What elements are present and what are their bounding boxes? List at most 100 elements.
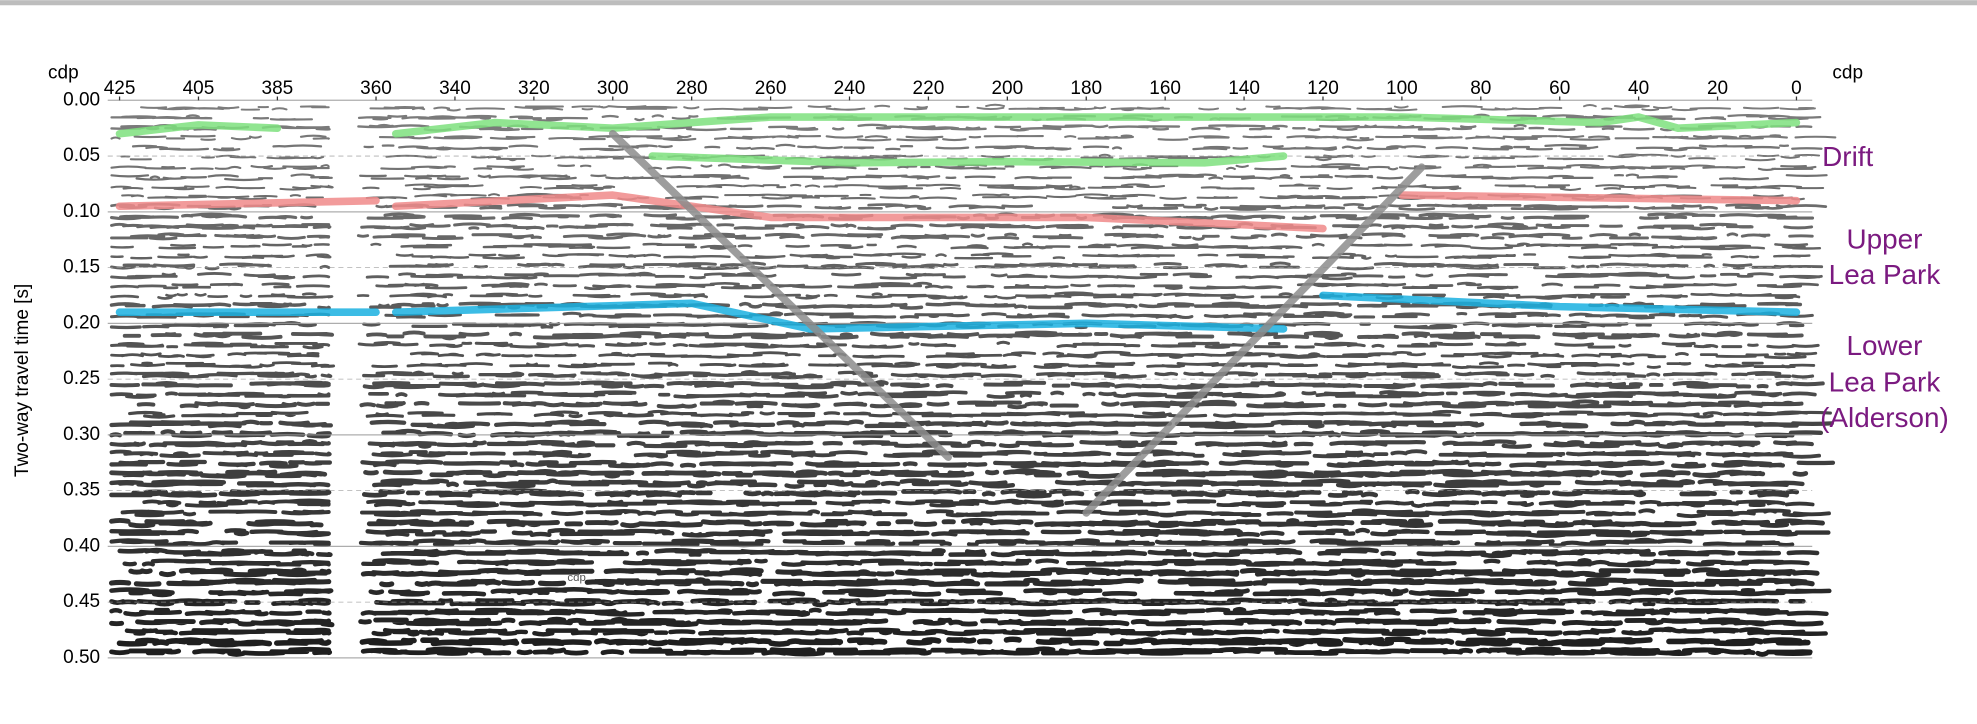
interval-label: Lea Park <box>1829 259 1941 290</box>
y-tick-label: 0.25 <box>63 368 100 389</box>
interval-label: Drift <box>1822 141 1873 172</box>
seismic-trace <box>110 163 1817 171</box>
x-tick-label: 425 <box>104 78 136 99</box>
y-tick-label: 0.05 <box>63 145 100 166</box>
seismic-trace <box>110 361 1816 369</box>
x-tick-label: 140 <box>1228 78 1260 99</box>
seismic-trace <box>110 183 1825 191</box>
seismic-trace <box>109 380 1825 390</box>
x-tick-label: 220 <box>913 78 945 99</box>
seismic-trace <box>109 438 1814 449</box>
x-tick-label: 180 <box>1070 78 1102 99</box>
x-tick-label: 60 <box>1549 78 1570 99</box>
seismic-trace <box>110 134 1837 142</box>
y-tick-label: 0.45 <box>63 591 100 612</box>
seismic-trace <box>136 399 1804 410</box>
seismic-trace <box>109 517 1825 529</box>
seismic-trace <box>110 232 1814 241</box>
x-tick-label: 340 <box>439 78 471 99</box>
seismic-trace <box>108 577 1815 588</box>
seismic-trace <box>109 468 1809 479</box>
x-tick-label: 40 <box>1628 78 1649 99</box>
y-tick-label: 0.15 <box>63 257 100 278</box>
y-tick-label: 0.00 <box>63 89 100 110</box>
x-tick-label: 20 <box>1707 78 1728 99</box>
seismic-trace <box>109 537 1795 548</box>
interval-label: Lower <box>1847 330 1923 361</box>
x-tick-label: 300 <box>597 78 629 99</box>
x-tick-label: 200 <box>991 78 1023 99</box>
x-tick-label: 260 <box>755 78 787 99</box>
y-tick-label: 0.40 <box>63 535 100 556</box>
x-tick-label: 320 <box>518 78 550 99</box>
y-tick-label: 0.30 <box>63 424 100 445</box>
seismic-trace <box>131 143 1823 152</box>
horizon-line <box>608 129 953 461</box>
seismic-trace <box>128 567 1820 578</box>
seismic-trace <box>109 527 1831 539</box>
seismic-trace <box>122 558 1810 568</box>
x-tick-label: 385 <box>262 78 294 99</box>
x-tick-label: 240 <box>834 78 866 99</box>
y-tick-label: 0.35 <box>63 480 100 501</box>
horizon-line <box>1082 163 1426 517</box>
horizon-line <box>115 196 380 211</box>
seismic-trace <box>110 281 1819 291</box>
seismic-trace <box>109 488 1800 499</box>
seismic-trace <box>110 242 1822 251</box>
seismic-trace <box>110 350 1818 360</box>
x-tick-label: 360 <box>360 78 392 99</box>
seismic-trace <box>120 508 1831 519</box>
seismic-traces <box>108 103 1837 657</box>
x-tick-label: 120 <box>1307 78 1339 99</box>
seismic-trace <box>109 478 1805 489</box>
x-tick-label: 100 <box>1386 78 1418 99</box>
horizon-line <box>391 191 1327 233</box>
horizon-line <box>391 113 1801 138</box>
seismic-trace <box>109 459 1836 469</box>
horizon-line <box>1398 191 1801 205</box>
seismic-trace <box>122 330 1804 341</box>
seismic-trace <box>110 291 1801 300</box>
interval-label: Lea Park <box>1829 367 1941 398</box>
seismic-trace <box>117 547 1820 559</box>
x-tick-label: 280 <box>676 78 708 99</box>
x-tick-label: 160 <box>1149 78 1181 99</box>
x-axis-label-left: cdp <box>48 63 79 84</box>
interval-label: (Alderson) <box>1820 402 1949 433</box>
inner-label: cdp <box>567 572 585 584</box>
y-tick-label: 0.50 <box>63 647 100 668</box>
horizon-line <box>648 152 1288 167</box>
seismic-trace <box>109 369 1815 380</box>
seismic-trace <box>109 586 1832 598</box>
seismic-trace <box>109 646 1813 657</box>
seismic-trace <box>109 419 1834 430</box>
horizon-line <box>1319 291 1801 316</box>
seismic-trace <box>109 449 1822 459</box>
y-tick-label: 0.10 <box>63 201 100 222</box>
seismic-trace <box>109 390 1817 399</box>
seismic-trace <box>140 103 1816 112</box>
seismic-trace <box>142 498 1815 509</box>
x-tick-label: 0 <box>1791 78 1802 99</box>
seismic-trace <box>110 271 1823 281</box>
horizon-line <box>115 121 282 138</box>
x-axis-label-right: cdp <box>1832 63 1863 84</box>
seismic-trace <box>110 222 1814 231</box>
seismic-trace <box>110 340 1820 350</box>
seismic-trace <box>109 606 1829 618</box>
seismic-trace <box>110 173 1828 182</box>
seismic-trace <box>110 202 1828 211</box>
y-tick-label: 0.20 <box>63 312 100 333</box>
interval-label: Upper <box>1847 223 1923 254</box>
seismic-trace <box>128 409 1832 419</box>
x-tick-label: 80 <box>1470 78 1491 99</box>
seismic-trace <box>109 616 1824 628</box>
seismic-trace <box>116 636 1811 648</box>
seismic-trace <box>110 261 1824 271</box>
seismic-trace <box>124 626 1828 637</box>
seismic-trace <box>110 123 1813 132</box>
top-bar <box>0 0 1977 6</box>
